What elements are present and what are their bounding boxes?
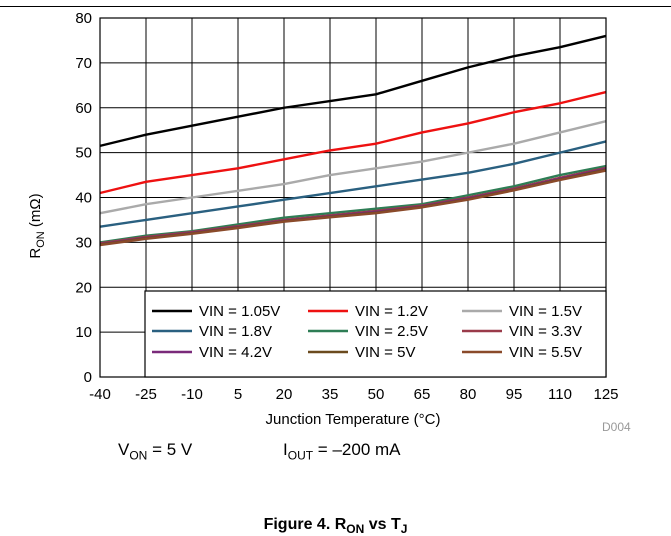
x-tick-label: 5 [234,386,242,403]
y-tick-label: 60 [75,100,92,117]
legend: VIN = 1.05V VIN = 1.8V VIN = 4.2V VIN = 1.2… [144,290,607,378]
y-tick-label: 40 [75,190,92,207]
x-tick-labels: -40 -25 -10 5 20 35 50 65 80 95 110 125 [89,386,618,403]
legend-label: VIN = 1.8V [199,323,272,340]
note-von: VON = 5 V [118,440,193,463]
series-line-2 [99,120,607,215]
y-tick-label: 20 [75,279,92,296]
y-axis-label: RON (mΩ) [27,193,47,259]
series-line-8 [99,169,607,247]
series-line-0 [99,34,607,148]
legend-label: VIN = 1.5V [509,303,582,320]
series-line-3 [99,140,607,228]
y-tick-label: 10 [75,324,92,341]
x-tick-label: -25 [135,386,157,403]
top-rule [0,6,671,7]
x-tick-label: -40 [89,386,111,403]
x-tick-label: 95 [506,386,523,403]
legend-label: VIN = 5.5V [509,344,582,361]
x-tick-label: 20 [276,386,293,403]
x-tick-label: 110 [548,386,572,403]
series-lines [99,34,607,247]
y-tick-label: 30 [75,234,92,251]
legend-label: VIN = 5V [355,344,415,361]
figure-code: D004 [602,420,631,434]
y-tick-label: 70 [75,55,92,72]
legend-label: VIN = 4.2V [199,344,272,361]
ron-vs-temperature-chart: VIN = 1.05V VIN = 1.8V VIN = 4.2V VIN = 1.2… [75,10,618,428]
y-tick-labels: 0 10 20 30 40 50 60 70 80 [75,10,92,386]
note-iout: IOUT = –200 mA [283,440,401,463]
y-tick-label: 80 [75,10,92,27]
x-tick-label: 80 [460,386,477,403]
legend-label: VIN = 2.5V [355,323,428,340]
x-tick-label: -10 [181,386,203,403]
x-tick-label: 35 [322,386,339,403]
y-tick-label: 50 [75,145,92,162]
x-tick-label: 125 [593,386,618,403]
legend-box [144,290,607,378]
x-tick-label: 50 [368,386,385,403]
legend-label: VIN = 1.2V [355,303,428,320]
legend-label: VIN = 3.3V [509,323,582,340]
y-tick-label: 0 [84,369,92,386]
series-line-1 [99,90,607,195]
x-tick-label: 65 [414,386,431,403]
x-axis-label: Junction Temperature (°C) [266,411,441,428]
legend-label: VIN = 1.05V [199,303,280,320]
figure-caption: Figure 4. RON vs TJ [263,516,408,536]
